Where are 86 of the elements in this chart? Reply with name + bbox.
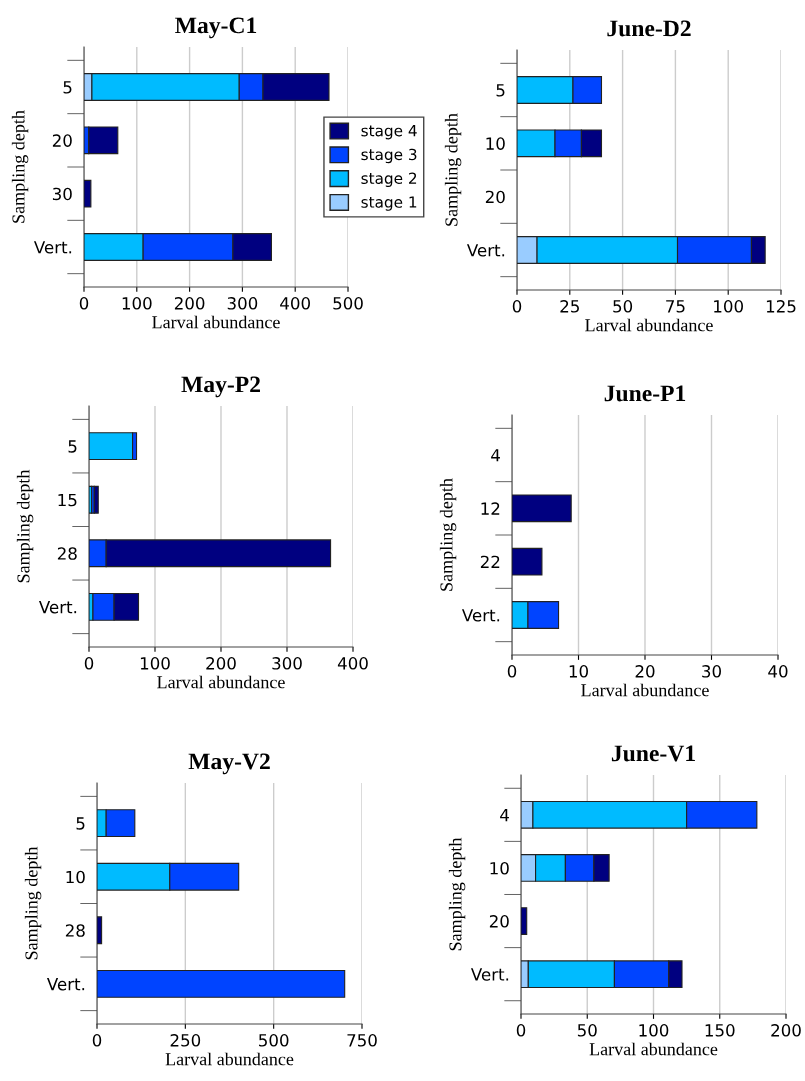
y-axis-title: Sampling depth	[16, 469, 34, 583]
x-tick-label: 750	[347, 1034, 377, 1047]
y-tick-label: 22	[480, 555, 500, 568]
bar	[84, 179, 92, 208]
y-axis-title: Sampling depth	[444, 113, 462, 226]
x-axis-title: Larval abundance	[152, 315, 280, 329]
y-tick-label: 20	[52, 134, 72, 147]
y-tick-label: 20	[485, 190, 505, 204]
x-tick-label: 50	[613, 300, 633, 313]
x-axis-title: Larval abundance	[585, 318, 713, 332]
chart-title: June-V1	[611, 745, 695, 762]
y-tick-label: Vert.	[470, 968, 509, 981]
bar	[88, 126, 119, 155]
x-axis-title: Larval abundance	[157, 675, 285, 689]
bar	[512, 494, 572, 523]
y-axis-title: Sampling depth	[24, 846, 42, 960]
x-tick-label: 250	[170, 1034, 201, 1047]
y-tick-label: 4	[491, 449, 500, 462]
y-tick-label: 4	[500, 809, 509, 822]
x-tick-label: 100	[140, 657, 170, 670]
y-axis-title: Sampling depth	[11, 110, 29, 223]
bar	[93, 485, 99, 514]
x-tick-label: 200	[174, 297, 205, 310]
x-tick-label: 10	[569, 665, 588, 678]
y-tick-label: 10	[486, 137, 505, 150]
bar	[97, 969, 346, 998]
x-tick-label: 0	[79, 297, 89, 310]
y-tick-label: Vert.	[466, 244, 505, 257]
chart-title: June-D2	[607, 20, 691, 37]
chart-title: May-C1	[175, 17, 257, 39]
x-tick-label: 500	[259, 1034, 289, 1047]
y-tick-label: 20	[489, 915, 509, 928]
legend-label: stage 1	[361, 196, 417, 211]
y-tick-label: 5	[76, 817, 85, 830]
x-tick-label: 300	[227, 297, 258, 310]
x-tick-label: 0	[512, 300, 522, 313]
x-tick-label: 25	[560, 300, 579, 313]
y-tick-label: Vert.	[38, 601, 77, 614]
x-tick-label: 400	[280, 297, 310, 310]
chart-title: May-P2	[181, 376, 260, 398]
x-tick-label: 20	[635, 665, 655, 678]
y-tick-label: 28	[57, 547, 77, 560]
y-tick-label: Vert.	[33, 241, 72, 254]
y-tick-label: 5	[68, 440, 77, 453]
y-tick-label: 5	[63, 81, 72, 94]
x-tick-label: 400	[337, 657, 368, 670]
x-tick-label: 100	[639, 1024, 669, 1037]
chart-title: June-P1	[604, 385, 686, 402]
x-tick-label: 0	[84, 657, 94, 670]
x-tick-label: 150	[705, 1024, 735, 1037]
y-axis-title: Sampling depth	[448, 837, 466, 951]
x-tick-label: 200	[206, 657, 236, 670]
x-tick-label: 50	[577, 1024, 597, 1037]
legend-label: stage 3	[361, 148, 417, 164]
x-tick-label: 30	[702, 665, 721, 678]
x-tick-label: 300	[272, 657, 302, 670]
y-tick-label: 15	[58, 493, 77, 507]
y-tick-label: Vert.	[46, 978, 85, 991]
x-tick-label: 125	[766, 300, 796, 313]
x-tick-label: 75	[666, 300, 685, 313]
y-tick-label: 12	[481, 502, 500, 515]
bar	[521, 907, 528, 935]
chart-title: May-V2	[188, 753, 270, 775]
x-axis-title: Larval abundance	[581, 683, 709, 697]
x-tick-label: 0	[516, 1024, 526, 1037]
legend-label: stage 2	[361, 172, 417, 187]
x-axis-title: Larval abundance	[589, 1042, 718, 1056]
y-tick-label: 10	[66, 870, 85, 884]
y-tick-label: 28	[65, 924, 85, 937]
y-tick-label: 10	[490, 861, 509, 875]
y-tick-label: Vert.	[461, 609, 500, 622]
legend-label: stage 4	[361, 125, 417, 140]
x-tick-label: 0	[92, 1034, 102, 1047]
x-tick-label: 200	[771, 1024, 801, 1037]
x-tick-label: 500	[333, 297, 363, 310]
y-axis-title: Sampling depth	[439, 478, 457, 591]
x-tick-label: 100	[122, 297, 152, 310]
x-tick-label: 0	[507, 665, 517, 678]
bar	[512, 547, 543, 576]
bar	[89, 432, 134, 461]
x-tick-label: 100	[714, 300, 743, 313]
y-tick-label: 30	[52, 187, 72, 201]
x-axis-title: Larval abundance	[165, 1052, 294, 1066]
x-tick-label: 40	[768, 665, 788, 678]
y-tick-label: 5	[496, 84, 505, 97]
bar	[97, 916, 103, 945]
